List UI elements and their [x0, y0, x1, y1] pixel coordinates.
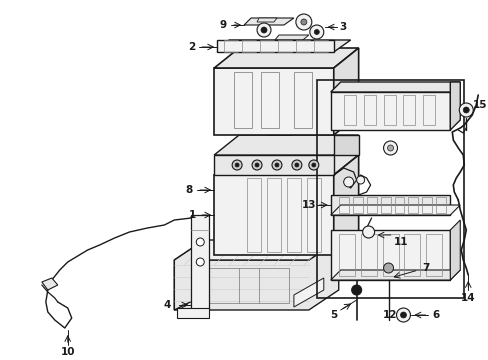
Polygon shape	[214, 68, 333, 135]
Circle shape	[383, 263, 393, 273]
Circle shape	[255, 163, 259, 167]
Polygon shape	[266, 35, 308, 50]
Polygon shape	[333, 135, 358, 155]
Text: 8: 8	[185, 185, 193, 195]
Polygon shape	[214, 48, 358, 68]
Circle shape	[309, 25, 323, 39]
Circle shape	[462, 107, 468, 113]
Text: 4: 4	[163, 300, 171, 310]
Polygon shape	[174, 240, 338, 260]
Circle shape	[274, 163, 278, 167]
Polygon shape	[191, 215, 209, 310]
Polygon shape	[244, 18, 293, 25]
Circle shape	[387, 145, 393, 151]
Bar	[435, 197, 446, 213]
Polygon shape	[266, 118, 308, 135]
Circle shape	[362, 226, 374, 238]
Polygon shape	[177, 308, 209, 318]
Text: 13: 13	[301, 200, 315, 210]
Circle shape	[300, 19, 306, 25]
Circle shape	[308, 160, 318, 170]
Polygon shape	[174, 240, 338, 310]
Circle shape	[314, 30, 319, 35]
Polygon shape	[293, 278, 323, 307]
Circle shape	[261, 27, 266, 33]
Bar	[352, 197, 362, 213]
Bar	[316, 80, 463, 298]
Circle shape	[291, 160, 301, 170]
Circle shape	[294, 163, 298, 167]
Circle shape	[400, 312, 406, 318]
Polygon shape	[214, 155, 333, 175]
Polygon shape	[333, 48, 358, 135]
Bar	[209, 268, 288, 303]
Polygon shape	[214, 135, 358, 155]
Polygon shape	[214, 175, 333, 255]
Text: 11: 11	[393, 237, 408, 247]
Text: 5: 5	[329, 310, 337, 320]
Text: 10: 10	[61, 347, 75, 357]
Circle shape	[311, 163, 315, 167]
Bar	[422, 197, 431, 213]
Circle shape	[356, 176, 364, 184]
Polygon shape	[217, 40, 333, 52]
Circle shape	[251, 160, 262, 170]
Polygon shape	[330, 270, 459, 280]
Text: 7: 7	[422, 263, 429, 273]
Circle shape	[343, 177, 353, 187]
Bar	[366, 197, 376, 213]
Polygon shape	[266, 128, 290, 135]
Circle shape	[257, 23, 270, 37]
Text: 9: 9	[219, 20, 226, 30]
Circle shape	[458, 103, 472, 117]
Text: 1: 1	[188, 210, 196, 220]
Circle shape	[232, 160, 242, 170]
Polygon shape	[42, 278, 58, 290]
Circle shape	[396, 308, 409, 322]
Bar	[407, 197, 418, 213]
Polygon shape	[449, 220, 459, 280]
Bar	[338, 197, 348, 213]
Circle shape	[196, 258, 204, 266]
Polygon shape	[330, 230, 449, 280]
Polygon shape	[257, 18, 276, 22]
Polygon shape	[217, 40, 350, 52]
Polygon shape	[449, 82, 459, 130]
Circle shape	[295, 14, 311, 30]
Text: 15: 15	[472, 100, 487, 110]
Circle shape	[235, 163, 239, 167]
Circle shape	[383, 141, 397, 155]
Text: 14: 14	[460, 293, 475, 303]
Circle shape	[351, 285, 361, 295]
Bar	[394, 197, 404, 213]
Text: 6: 6	[432, 310, 439, 320]
Polygon shape	[330, 205, 459, 215]
Text: 12: 12	[383, 310, 397, 320]
Polygon shape	[333, 155, 358, 255]
Polygon shape	[174, 240, 204, 310]
Text: 3: 3	[338, 22, 346, 32]
Bar	[380, 197, 390, 213]
Circle shape	[196, 238, 204, 246]
Text: 2: 2	[187, 42, 195, 52]
Polygon shape	[330, 195, 449, 215]
Circle shape	[271, 160, 282, 170]
Polygon shape	[330, 82, 459, 92]
Polygon shape	[330, 92, 449, 130]
Polygon shape	[214, 155, 358, 175]
